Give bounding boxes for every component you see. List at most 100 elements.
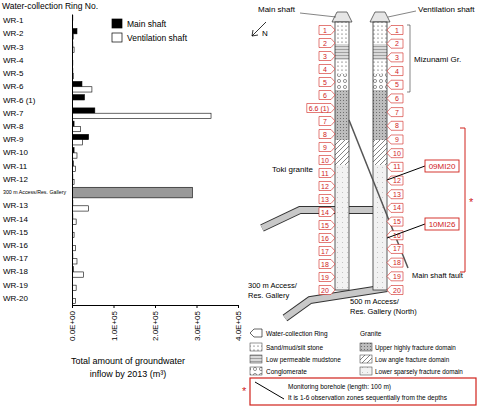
ring-marker: 20 bbox=[319, 286, 335, 295]
x-axis: 0.0E+001.0E+052.0E+053.0E+054.0E+05 bbox=[68, 305, 243, 341]
ring-marker: 7 bbox=[387, 108, 403, 117]
shaft-label: Ventilation shaft bbox=[418, 5, 475, 14]
shaft-zone bbox=[335, 165, 349, 290]
bar bbox=[72, 272, 84, 277]
ring-label: 1 bbox=[395, 27, 399, 34]
y-axis-line bbox=[72, 15, 73, 306]
ring-label: 4 bbox=[395, 68, 399, 75]
ring-box bbox=[319, 234, 335, 243]
x-tick: 4.0E+05 bbox=[234, 305, 243, 341]
shaft-zone bbox=[373, 22, 387, 44]
y-tick: WR-4 bbox=[3, 56, 24, 65]
ring-box bbox=[387, 26, 403, 35]
y-tick-label: WR-20 bbox=[3, 294, 28, 303]
ring-box bbox=[319, 156, 335, 165]
borehole-box bbox=[425, 160, 459, 172]
ring-marker: 6 bbox=[387, 94, 403, 103]
bar bbox=[72, 187, 192, 198]
borehole bbox=[387, 166, 425, 180]
ring-marker: 11 bbox=[387, 162, 403, 171]
x-tick: 0.0E+00 bbox=[68, 305, 77, 341]
y-tick: WR-12 bbox=[3, 175, 28, 184]
bar bbox=[72, 95, 84, 100]
ring-box bbox=[319, 143, 335, 152]
shaft bbox=[335, 22, 349, 290]
bar bbox=[72, 140, 82, 145]
x-tick: 3.0E+05 bbox=[193, 305, 202, 341]
ring-marker: 3 bbox=[387, 53, 403, 62]
legend-label: Main shaft bbox=[127, 19, 167, 29]
ring-marker: 10 bbox=[319, 156, 335, 165]
ring-marker: 2 bbox=[387, 39, 403, 48]
legend-swatch bbox=[360, 367, 372, 375]
ring-box bbox=[319, 52, 335, 61]
ring-label: 5 bbox=[323, 79, 327, 86]
y-tick: WR-13 bbox=[3, 201, 28, 210]
ring-box bbox=[319, 39, 335, 48]
ring-box bbox=[319, 260, 335, 269]
ring-label: 7 bbox=[395, 109, 399, 116]
x-tick-label: 0.0E+00 bbox=[68, 310, 77, 341]
fault-label: Main shaft fault bbox=[412, 271, 464, 280]
x-axis-title: inflow by 2013 (m³) bbox=[90, 369, 167, 379]
ring-marker: 18 bbox=[319, 260, 335, 269]
ring-label: 5 bbox=[395, 81, 399, 88]
ring-label: 11 bbox=[393, 163, 400, 170]
y-tick: WR-15 bbox=[3, 228, 28, 237]
ring-box bbox=[319, 208, 335, 217]
ring-marker: 15 bbox=[387, 217, 403, 226]
y-tick: WR-5 bbox=[3, 69, 24, 78]
ring-label: 10 bbox=[393, 150, 401, 157]
ring-box bbox=[387, 108, 403, 117]
legend-swatch bbox=[250, 367, 262, 375]
x-tick-mark bbox=[238, 305, 239, 308]
y-tick-label: WR-1 bbox=[3, 16, 24, 25]
ring-box bbox=[387, 286, 403, 295]
ring-box bbox=[319, 130, 335, 139]
ring-box bbox=[319, 65, 335, 74]
formation-label: Toki granite bbox=[272, 165, 313, 174]
y-tick: WR-19 bbox=[3, 281, 28, 290]
ring-box bbox=[319, 286, 335, 295]
x-tick-mark bbox=[114, 305, 115, 308]
bracket bbox=[460, 128, 465, 272]
legend-swatch bbox=[112, 19, 122, 28]
shaft-zone bbox=[335, 140, 349, 165]
ring-marker: 3 bbox=[319, 52, 335, 61]
y-tick: WR-2 bbox=[3, 29, 24, 38]
y-tick-label: WR-19 bbox=[3, 281, 28, 290]
ring-label: 3 bbox=[323, 53, 327, 60]
borehole-label: 10MI26 bbox=[429, 220, 456, 229]
y-tick-label: WR-3 bbox=[3, 43, 24, 52]
asterisk: * bbox=[242, 385, 247, 397]
ring-marker: 4 bbox=[387, 67, 403, 76]
legend-swatch bbox=[250, 355, 262, 363]
leader bbox=[300, 13, 336, 17]
legend-label: Lower sparsely fracture domain bbox=[375, 368, 463, 376]
ring-marker: 16 bbox=[319, 234, 335, 243]
bar bbox=[72, 126, 80, 131]
shaft-zone bbox=[335, 44, 349, 60]
headframe bbox=[370, 12, 390, 22]
y-tick: WR-6 (1) bbox=[3, 96, 36, 105]
ring-label: 6 bbox=[395, 95, 399, 102]
ring-box bbox=[319, 195, 335, 204]
ring-label: 2 bbox=[323, 40, 327, 47]
ring-label: 2 bbox=[395, 40, 399, 47]
ring-label: 15 bbox=[321, 222, 329, 229]
ring-marker: 4 bbox=[319, 65, 335, 74]
legend-label: Conglomerate bbox=[266, 368, 307, 376]
ring-marker: 19 bbox=[319, 273, 335, 282]
shaft-zone bbox=[335, 90, 349, 140]
ring-box bbox=[319, 182, 335, 191]
y-tick-label: WR-10 bbox=[3, 148, 28, 157]
y-tick: WR-16 bbox=[3, 241, 28, 250]
legend-swatch bbox=[250, 343, 262, 351]
ring-label: 4 bbox=[323, 66, 327, 73]
borehole bbox=[387, 224, 425, 238]
x-tick: 1.0E+05 bbox=[110, 305, 119, 341]
y-tick: WR-20 bbox=[3, 294, 28, 303]
ring-box bbox=[319, 91, 335, 100]
ring-label: 19 bbox=[393, 273, 401, 280]
note-text: It is 1-6 observation zones sequentially… bbox=[288, 394, 448, 402]
